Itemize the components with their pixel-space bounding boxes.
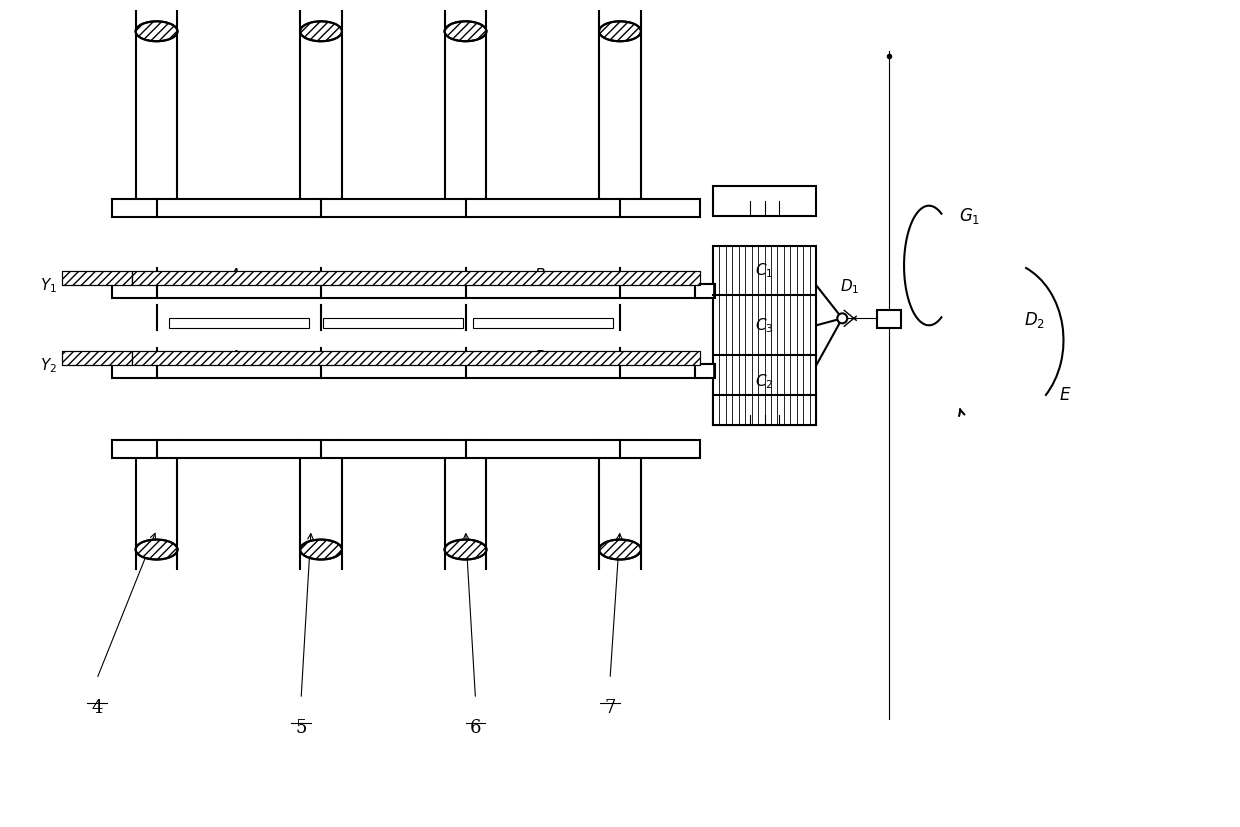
Text: $C_3$: $C_3$	[755, 316, 774, 335]
Bar	[472, 318, 613, 328]
Bar	[131, 351, 699, 366]
Bar	[324, 318, 463, 328]
Text: 4: 4	[91, 699, 103, 717]
Bar	[694, 284, 714, 299]
Ellipse shape	[445, 539, 486, 560]
Bar	[131, 351, 699, 366]
Text: $A_2$: $A_2$	[229, 348, 248, 367]
Bar	[713, 186, 816, 216]
Text: $B_2$: $B_2$	[533, 348, 552, 367]
Ellipse shape	[135, 22, 177, 41]
Bar	[169, 318, 309, 328]
Text: 7: 7	[604, 699, 616, 717]
Bar	[112, 364, 699, 378]
Text: $B_1$: $B_1$	[533, 266, 552, 285]
Text: $E$: $E$	[1059, 386, 1071, 404]
Ellipse shape	[300, 22, 342, 41]
Bar	[131, 271, 699, 285]
Circle shape	[837, 313, 847, 323]
Bar	[62, 351, 131, 366]
Bar	[713, 395, 816, 425]
Ellipse shape	[135, 539, 177, 560]
Bar	[62, 271, 131, 285]
Bar	[713, 246, 816, 425]
Bar	[112, 440, 699, 458]
Text: $D_2$: $D_2$	[1024, 310, 1044, 330]
Text: $C_1$: $C_1$	[755, 261, 774, 280]
Text: $G_1$: $G_1$	[959, 206, 980, 226]
Bar	[131, 271, 699, 285]
Text: 6: 6	[470, 719, 481, 737]
Ellipse shape	[445, 22, 486, 41]
Ellipse shape	[599, 539, 641, 560]
Bar	[112, 284, 699, 299]
Ellipse shape	[599, 22, 641, 41]
Text: $Y_2$: $Y_2$	[40, 356, 57, 375]
Bar	[877, 310, 901, 328]
Bar	[694, 364, 714, 378]
Bar	[112, 198, 699, 217]
Text: $C_2$: $C_2$	[755, 373, 774, 391]
Text: $D_1$: $D_1$	[841, 278, 861, 296]
Bar	[62, 271, 131, 285]
Text: $A_1$: $A_1$	[229, 266, 248, 285]
Ellipse shape	[300, 539, 342, 560]
Text: $Y_1$: $Y_1$	[40, 276, 57, 294]
Bar	[62, 351, 131, 366]
Text: 5: 5	[295, 719, 306, 737]
